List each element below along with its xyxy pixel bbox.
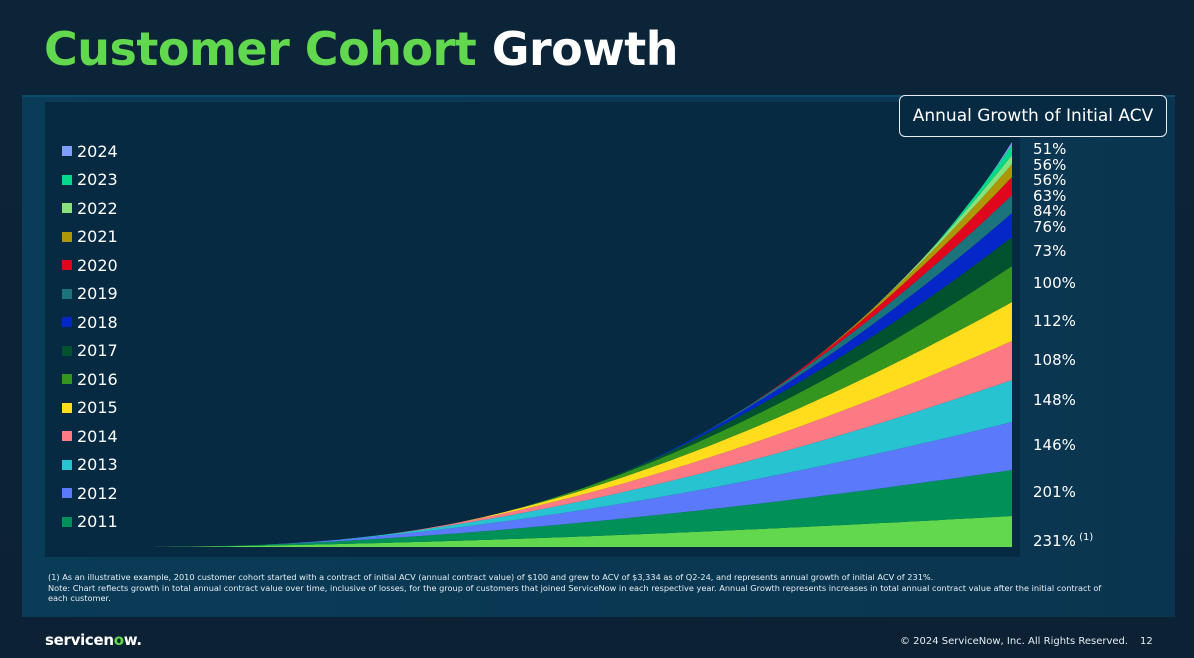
legend-swatch (62, 402, 72, 413)
legend-label: 2015 (77, 398, 118, 418)
footnote-marker: (1) (1075, 532, 1094, 543)
legend-item-2017: 2017 (62, 337, 118, 366)
page-number: 12 (1140, 636, 1153, 647)
legend-swatch (62, 374, 72, 385)
chart-title-box: Annual Growth of Initial ACV (899, 95, 1167, 137)
legend-item-2018: 2018 (62, 308, 118, 337)
legend-label: 2020 (77, 255, 118, 275)
legend-label: 2018 (77, 312, 118, 332)
legend-swatch (62, 146, 72, 157)
title-green: Customer Cohort (44, 22, 477, 76)
legend-swatch (62, 431, 72, 442)
chart-title: Annual Growth of Initial ACV (912, 106, 1154, 126)
legend-item-2024: 2024 (62, 137, 118, 166)
footnotes: (1) As an illustrative example, 2010 cus… (48, 572, 1108, 604)
growth-label-2016: 100% (1033, 274, 1076, 292)
growth-label-2022: 56% (1033, 155, 1067, 174)
growth-label-2017: 73% (1033, 241, 1067, 260)
logo-text-end: w. (123, 631, 142, 649)
growth-label-2011: 201% (1033, 483, 1076, 501)
growth-label-2020: 63% (1033, 186, 1067, 205)
legend-item-2021: 2021 (62, 223, 118, 252)
legend-label: 2012 (77, 483, 118, 503)
legend-item-2014: 2014 (62, 422, 118, 451)
legend-label: 2022 (77, 198, 118, 218)
legend-label: 2017 (77, 341, 118, 361)
growth-label-2013: 148% (1033, 391, 1076, 409)
legend-label: 2014 (77, 426, 118, 446)
logo-o: o (113, 631, 124, 649)
footnote-1: (1) As an illustrative example, 2010 cus… (48, 572, 934, 582)
legend-swatch (62, 231, 72, 242)
area-cohort-2012 (135, 422, 1012, 547)
legend-swatch (62, 317, 72, 328)
legend-label: 2021 (77, 227, 118, 247)
legend-label: 2011 (77, 512, 118, 532)
legend-swatch (62, 345, 72, 356)
legend-label: 2023 (77, 170, 118, 190)
legend-swatch (62, 488, 72, 499)
legend: 2024 2023 2022 2021 2020 2019 2018 2017 2016 2015… (62, 137, 118, 536)
growth-label-2015: 112% (1033, 311, 1076, 330)
legend-label: 2016 (77, 369, 118, 389)
legend-item-2023: 2023 (62, 166, 118, 195)
growth-label-2021: 56% (1033, 171, 1067, 189)
legend-item-2019: 2019 (62, 280, 118, 309)
legend-swatch (62, 203, 72, 214)
legend-swatch (62, 174, 72, 185)
legend-label: 2024 (77, 141, 118, 161)
legend-swatch (62, 288, 72, 299)
legend-item-2016: 2016 (62, 365, 118, 394)
page-title: Customer Cohort Growth (44, 22, 679, 76)
legend-item-2020: 2020 (62, 251, 118, 280)
servicenow-logo: servicenow. (45, 631, 142, 649)
legend-label: 2019 (77, 284, 118, 304)
legend-label: 2013 (77, 455, 118, 475)
legend-swatch (62, 459, 72, 470)
legend-swatch (62, 516, 72, 527)
area-cohort-2011 (135, 470, 1012, 547)
legend-item-2013: 2013 (62, 451, 118, 480)
copyright: © 2024 ServiceNow, Inc. All Rights Reser… (900, 636, 1129, 647)
legend-item-2022: 2022 (62, 194, 118, 223)
growth-label-2014: 108% (1033, 350, 1076, 369)
legend-item-2011: 2011 (62, 508, 118, 537)
growth-label-2018: 76% (1033, 217, 1067, 236)
title-white: Growth (491, 22, 679, 76)
logo-text: servicen (45, 631, 114, 649)
area-cohort-2010 (135, 516, 1012, 547)
growth-label-2010: 231% (1) (1033, 532, 1094, 550)
legend-swatch (62, 260, 72, 271)
footnote-note: Note: Chart reflects growth in total ann… (48, 582, 1102, 604)
growth-label-2012: 146% (1033, 436, 1076, 454)
legend-item-2012: 2012 (62, 479, 118, 508)
growth-label-2023: 51% (1033, 140, 1067, 158)
growth-label-2019: 84% (1033, 202, 1067, 220)
legend-item-2015: 2015 (62, 394, 118, 423)
